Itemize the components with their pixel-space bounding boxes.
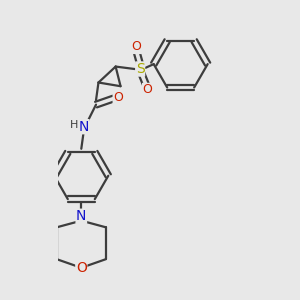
Text: O: O <box>142 83 152 96</box>
Text: O: O <box>113 91 123 104</box>
Text: N: N <box>79 120 89 134</box>
Text: O: O <box>76 261 87 275</box>
Text: N: N <box>76 209 86 223</box>
Text: O: O <box>132 40 141 53</box>
Text: H: H <box>70 121 79 130</box>
Text: S: S <box>136 62 145 76</box>
